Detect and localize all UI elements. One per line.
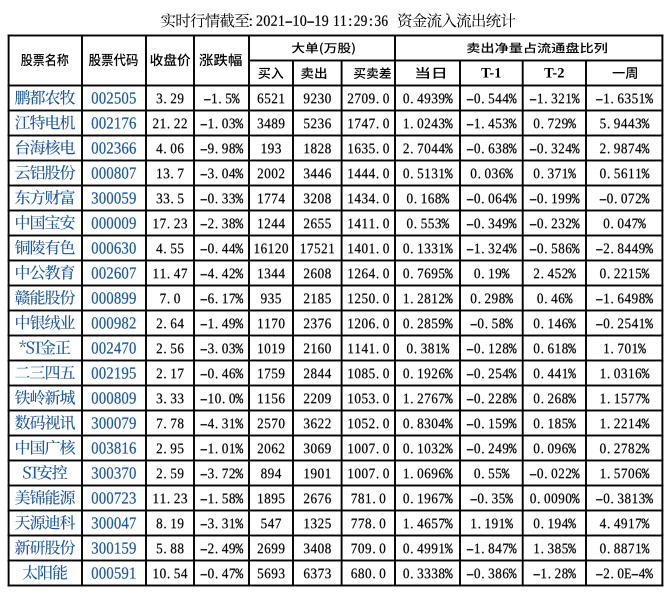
svg-text:T-2: T-2 (544, 65, 564, 81)
svg-text:T-1: T-1 (481, 65, 501, 81)
